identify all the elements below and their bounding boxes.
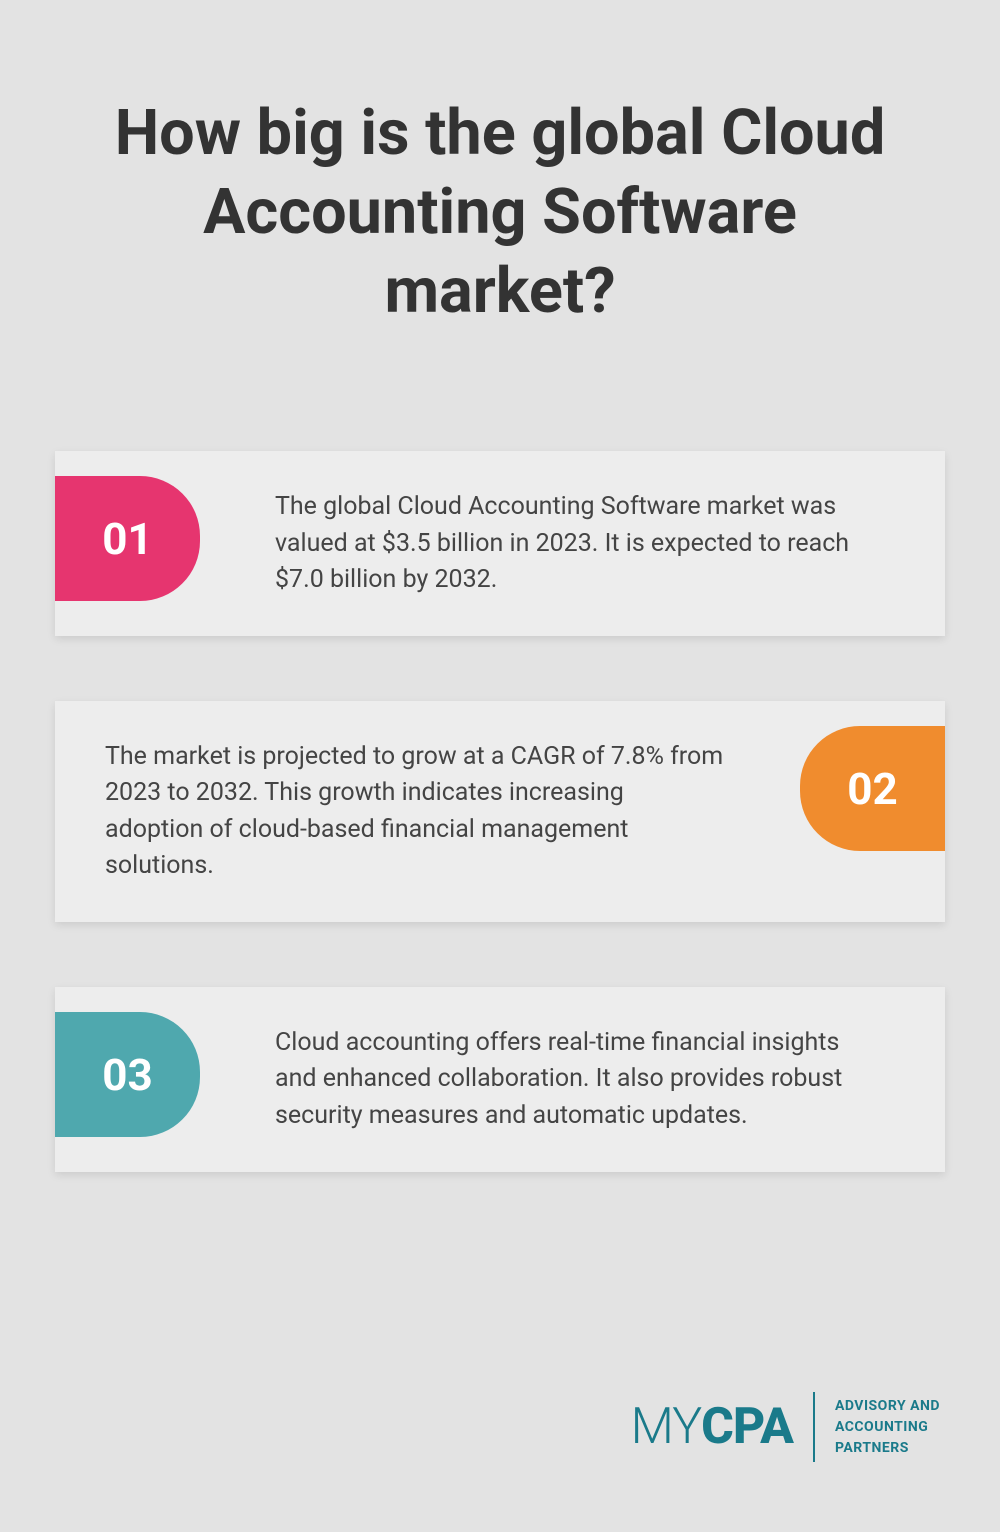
card-number-badge-3: 03 [55,1012,200,1137]
brand-footer: MYCPA ADVISORY AND ACCOUNTING PARTNERS [631,1392,940,1462]
brand-logo: MYCPA [631,1398,793,1456]
logo-tagline: ADVISORY AND ACCOUNTING PARTNERS [835,1396,940,1459]
info-card-3: 03 Cloud accounting offers real-time fin… [55,987,945,1172]
logo-main-text: CPA [701,1398,793,1456]
info-card-2: The market is projected to grow at a CAG… [55,701,945,922]
logo-prefix: MY [631,1398,702,1456]
cards-container: 01 The global Cloud Accounting Software … [55,451,945,1172]
tagline-line-3: PARTNERS [835,1438,940,1459]
card-text-2: The market is projected to grow at a CAG… [100,739,725,884]
logo-divider [813,1392,815,1462]
card-number-badge-1: 01 [55,476,200,601]
info-card-1: 01 The global Cloud Accounting Software … [55,451,945,636]
tagline-line-2: ACCOUNTING [835,1417,940,1438]
tagline-line-1: ADVISORY AND [835,1396,940,1417]
page-title: How big is the global Cloud Accounting S… [55,95,945,331]
card-text-1: The global Cloud Accounting Software mar… [275,489,900,598]
card-number-badge-2: 02 [800,726,945,851]
card-text-3: Cloud accounting offers real-time financ… [275,1025,900,1134]
